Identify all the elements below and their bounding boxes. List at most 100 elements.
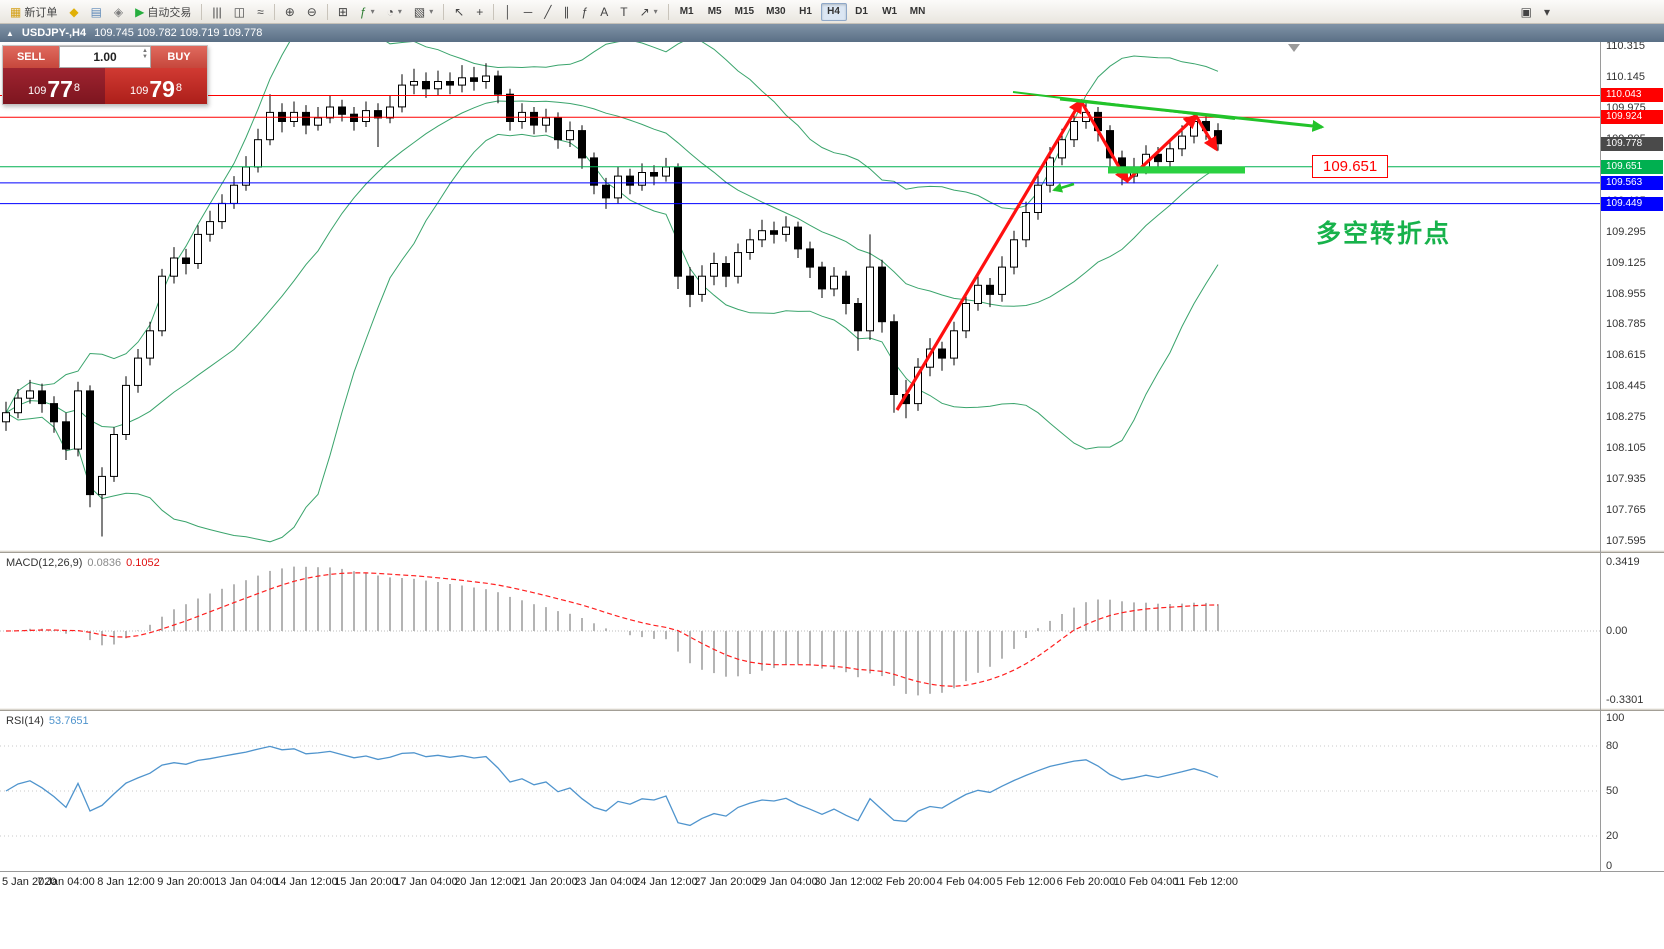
chart-candles-button[interactable]: ◫ (229, 2, 250, 22)
sell-price-big: 77 (47, 76, 73, 102)
price-axis-label: 107.595 (1606, 535, 1646, 547)
time-axis-border (0, 871, 1664, 872)
volume-input[interactable]: 1.00 ▲ ▼ (59, 46, 151, 68)
tile-windows-icon: ⊞ (337, 4, 348, 19)
price-axis-label: 109.805 (1606, 133, 1646, 145)
navigator-icon-icon: ◈ (113, 4, 124, 19)
volume-spinner[interactable]: ▲ ▼ (142, 48, 148, 60)
price-axis-border (1600, 42, 1601, 871)
macd-axis-label: -0.3301 (1606, 694, 1644, 706)
cursor-icon: ↖ (454, 4, 465, 19)
time-axis-label: 17 Jan 04:00 (394, 876, 458, 888)
new-order-icon: ▦ (10, 4, 22, 19)
time-axis-label: 6 Feb 20:00 (1056, 876, 1116, 888)
timeframe-button-m15[interactable]: M15 (734, 6, 755, 17)
chart-line-button[interactable]: ≈ (252, 2, 269, 22)
timeframe-button-d1[interactable]: D1 (855, 6, 868, 17)
timeframe-button-mn[interactable]: MN (909, 6, 926, 17)
toolbar-separator (273, 3, 275, 20)
buy-button[interactable]: BUY (151, 46, 207, 68)
label-button[interactable]: T (615, 2, 632, 22)
dropdown-caret-icon: ▾ (370, 7, 375, 16)
sell-button[interactable]: SELL (3, 46, 59, 68)
macd-name: MACD(12,26,9) (6, 557, 83, 569)
macd-axis-label: 0.3419 (1606, 556, 1640, 568)
fibonacci-button[interactable]: ƒ (577, 2, 594, 22)
current-price-tag: 109.778 (1601, 137, 1663, 151)
market-watch-icon-icon: ◆ (69, 4, 79, 19)
sell-price-box[interactable]: 109 77 8 (3, 68, 105, 104)
annotation-note-text[interactable]: 多空转折点 (1316, 220, 1452, 248)
macd-splitter[interactable] (0, 550, 1664, 553)
time-axis-label: 23 Jan 04:00 (574, 876, 638, 888)
text-icon: A (600, 4, 609, 19)
macd-signal-value: 0.1052 (126, 557, 160, 569)
text-button[interactable]: A (595, 2, 613, 22)
chart-bars-button[interactable]: ||| (207, 2, 226, 22)
rsi-value: 53.7651 (48, 715, 89, 727)
macd-main-value: 0.0836 (87, 557, 122, 569)
data-window-icon[interactable]: ▤ (86, 2, 107, 22)
cursor-button[interactable]: ↖ (449, 2, 469, 22)
collapse-marker-icon[interactable]: ▲ (6, 28, 14, 38)
new-order-button-label: 新订单 (24, 6, 58, 19)
dropdown-caret-icon: ▾ (429, 7, 434, 16)
rsi-axis-label: 50 (1606, 785, 1619, 797)
timeframe-button-m1[interactable]: M1 (679, 6, 694, 17)
buy-price-pip: 8 (175, 82, 183, 94)
dropdown-caret-icon: ▾ (653, 7, 658, 16)
auto-trading-button[interactable]: ▶ 自动交易 (130, 2, 196, 22)
macd-axis-label: 0.00 (1606, 625, 1628, 637)
chart-symbol-title: USDJPY-,H4 (21, 27, 87, 39)
chart-candles-icon: ◫ (233, 4, 246, 19)
trendline-button[interactable]: ╱ (539, 2, 556, 22)
new-chart-button[interactable]: ▣ (1516, 2, 1537, 22)
buy-price-box[interactable]: 109 79 8 (105, 68, 207, 104)
periods-icon: ◔ (386, 4, 394, 19)
horizontal-level-lines[interactable] (0, 95, 1600, 205)
templates-button[interactable]: ▧ ▾ (409, 2, 438, 22)
price-axis-label: 108.615 (1606, 349, 1646, 361)
new-order-button[interactable]: ▦ 新订单 (5, 2, 62, 22)
zoom-in-button[interactable]: ⊕ (280, 2, 300, 22)
market-watch-icon[interactable]: ◆ (64, 2, 83, 22)
timeframe-button-h1[interactable]: H1 (799, 6, 812, 17)
label-icon: T (620, 4, 628, 19)
zoom-out-button[interactable]: ⊖ (302, 2, 322, 22)
rsi-axis-label: 20 (1606, 830, 1619, 842)
price-callout-box[interactable]: 109.651 (1312, 155, 1389, 178)
arrows-button[interactable]: ↗ ▾ (635, 2, 663, 22)
price-axis-label: 107.765 (1606, 504, 1646, 516)
chart-list-button[interactable]: ▾ (1539, 2, 1555, 22)
rsi-label: RSI(14) 53.7651 (6, 715, 89, 727)
price-line-tag: 109.651 (1601, 160, 1663, 174)
periods-button[interactable]: ◔ ▾ (382, 2, 407, 22)
buy-price-big: 79 (149, 76, 175, 102)
timeframe-button-m5[interactable]: M5 (707, 6, 722, 17)
time-axis-label: 24 Jan 12:00 (634, 876, 698, 888)
chart-annotations[interactable] (895, 44, 1325, 411)
tile-windows-button[interactable]: ⊞ (333, 2, 353, 22)
auto-trading-button-label: 自动交易 (147, 6, 192, 19)
rsi-splitter[interactable] (0, 708, 1664, 711)
indicators-button[interactable]: ƒ ▾ (355, 2, 380, 22)
navigator-icon[interactable]: ◈ (109, 2, 128, 22)
toolbar: ▦ 新订单 ◆ ▤ ◈ ▶ 自动交易 ||| ◫ ≈ ⊕ ⊖ ⊞ ƒ ▾ ◔ ▾ ▧ ▾ ↖ + │ ─ ╱ ∥ ƒ A T ↗ ▾ M1 M… (0, 0, 1664, 24)
time-axis-label: 15 Jan 20:00 (334, 876, 398, 888)
crosshair-button[interactable]: + (471, 2, 488, 22)
time-axis-label: 21 Jan 20:00 (514, 876, 578, 888)
toolbar-separator (201, 3, 203, 20)
channel-button[interactable]: ∥ (559, 2, 575, 22)
timeframe-button-m30[interactable]: M30 (766, 6, 786, 17)
timeframe-button-w1[interactable]: W1 (882, 6, 898, 17)
horizontal-line-button[interactable]: ─ (519, 2, 538, 22)
spin-down-icon[interactable]: ▼ (142, 54, 148, 60)
buy-price-prefix: 109 (129, 85, 149, 97)
timeframe-button-h4[interactable]: H4 (820, 2, 847, 21)
vertical-line-button[interactable]: │ (499, 2, 517, 22)
price-line-tag: 109.449 (1601, 197, 1663, 211)
one-click-trading-panel: SELL 1.00 ▲ ▼ BUY 109 77 8 109 79 8 (2, 45, 208, 105)
price-axis-label: 108.785 (1606, 318, 1646, 330)
crosshair-icon: + (476, 4, 484, 19)
time-axis-label: 29 Jan 04:00 (754, 876, 818, 888)
